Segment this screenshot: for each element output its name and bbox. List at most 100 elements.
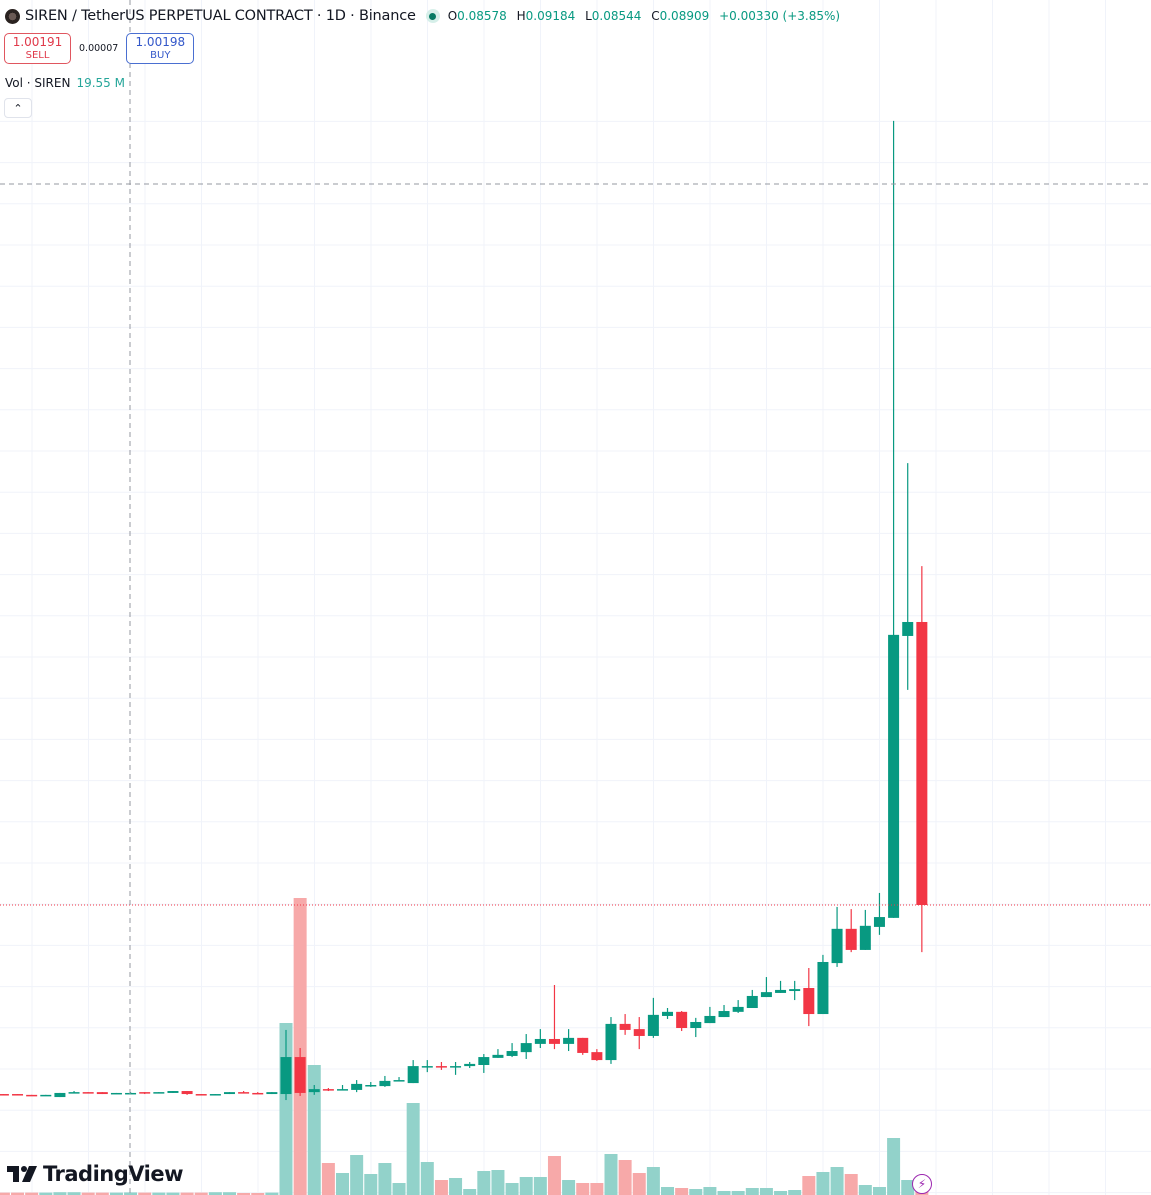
tradingview-logo-icon: [7, 1166, 37, 1182]
candle-body: [662, 1011, 674, 1016]
candle: [365, 1081, 377, 1087]
volume-bar: [109, 1192, 123, 1195]
symbol-logo-icon[interactable]: [5, 8, 20, 24]
volume-bar: [533, 1177, 547, 1195]
candle-body: [902, 621, 914, 636]
collapse-legend-button[interactable]: ⌃: [4, 98, 32, 118]
volume-bar: [434, 1180, 448, 1195]
candle: [68, 1091, 80, 1094]
candle-body: [605, 1023, 617, 1061]
candle-body: [803, 988, 815, 1015]
volume-bar: [25, 1192, 39, 1195]
candle: [139, 1092, 151, 1095]
buy-label: BUY: [150, 49, 171, 61]
volume-bars: [0, 898, 929, 1195]
candle: [0, 1094, 9, 1096]
low-value: 0.08544: [591, 9, 642, 23]
close-label: C: [651, 9, 660, 23]
volume-bar: [576, 1183, 590, 1195]
volume-bar: [350, 1155, 364, 1195]
candle-body: [633, 1029, 645, 1036]
candle: [577, 1037, 589, 1055]
volume-bar: [675, 1188, 689, 1195]
volume-bar: [604, 1154, 618, 1195]
volume-bar: [237, 1193, 251, 1195]
candle-body: [181, 1091, 193, 1095]
candle: [266, 1092, 278, 1095]
candle: [308, 1085, 320, 1095]
candle-body: [26, 1094, 38, 1097]
candle-body: [873, 917, 885, 927]
market-status-icon[interactable]: [425, 9, 440, 23]
candle-body: [859, 925, 871, 950]
candle: [421, 1060, 433, 1073]
candle-body: [54, 1092, 66, 1098]
close-value: 0.08909: [659, 9, 710, 23]
candle: [40, 1094, 52, 1097]
candle-body: [96, 1092, 108, 1095]
candle: [718, 1005, 730, 1018]
chevron-up-icon: ⌃: [13, 101, 23, 115]
candle: [153, 1092, 165, 1094]
candle: [393, 1077, 405, 1082]
candle: [690, 1017, 702, 1038]
candle: [676, 1011, 688, 1032]
candle: [591, 1049, 603, 1061]
volume-bar: [505, 1183, 519, 1195]
volume-bar: [703, 1187, 717, 1195]
volume-bar: [646, 1167, 660, 1195]
volume-bar: [844, 1174, 858, 1195]
logo-text: TradingView: [43, 1162, 183, 1186]
candle-body: [591, 1052, 603, 1061]
spread-value: 0.00007: [79, 43, 119, 54]
candle-body: [450, 1066, 462, 1068]
candle-body: [280, 1057, 292, 1095]
candle: [492, 1049, 504, 1058]
volume-bar: [802, 1176, 816, 1195]
candle: [760, 977, 772, 998]
buy-button[interactable]: 1.00198 BUY: [126, 33, 195, 64]
tradingview-logo[interactable]: TradingView: [7, 1162, 183, 1186]
candle: [280, 1029, 292, 1101]
volume-bar: [477, 1171, 491, 1195]
trade-buttons: 1.00191 SELL 0.00007 1.00198 BUY: [4, 33, 195, 64]
candle: [845, 909, 857, 953]
change-value: +0.00330 (+3.85%): [719, 9, 841, 23]
candle: [478, 1054, 490, 1073]
volume-legend[interactable]: Vol · SIREN 19.55 M: [5, 76, 125, 90]
candle-body: [407, 1066, 419, 1084]
candle: [96, 1092, 108, 1095]
symbol-title[interactable]: SIREN / TetherUS PERPETUAL CONTRACT · 1D…: [25, 8, 416, 24]
candle: [322, 1088, 334, 1092]
volume-bar: [336, 1173, 350, 1195]
candle: [181, 1091, 193, 1095]
volume-bar: [208, 1192, 222, 1195]
ohlc-values: O0.08578 H0.09184 L0.08544 C0.08909 +0.0…: [448, 9, 840, 23]
candle: [450, 1061, 462, 1075]
candle: [803, 968, 815, 1027]
candle-body: [68, 1092, 80, 1094]
lightning-icon[interactable]: ⚡︎: [912, 1174, 932, 1194]
candle: [435, 1061, 447, 1070]
candle-body: [789, 989, 801, 992]
volume-bar: [67, 1192, 81, 1195]
candle: [732, 1000, 744, 1013]
candle-body: [435, 1066, 447, 1068]
volume-bar: [519, 1177, 533, 1195]
candle: [12, 1094, 24, 1096]
candle: [789, 980, 801, 1001]
candle-body: [732, 1006, 744, 1012]
candle: [548, 985, 560, 1050]
sell-button[interactable]: 1.00191 SELL: [4, 33, 71, 64]
candle-body: [266, 1092, 278, 1095]
volume-bar: [887, 1138, 901, 1195]
candle-body: [647, 1014, 659, 1036]
candle-body: [308, 1089, 320, 1093]
candle-body: [577, 1037, 589, 1053]
volume-bar: [293, 898, 307, 1195]
volume-bar: [364, 1174, 378, 1195]
volume-bar: [872, 1187, 886, 1195]
volume-bar: [731, 1191, 745, 1195]
volume-bar: [420, 1162, 434, 1195]
